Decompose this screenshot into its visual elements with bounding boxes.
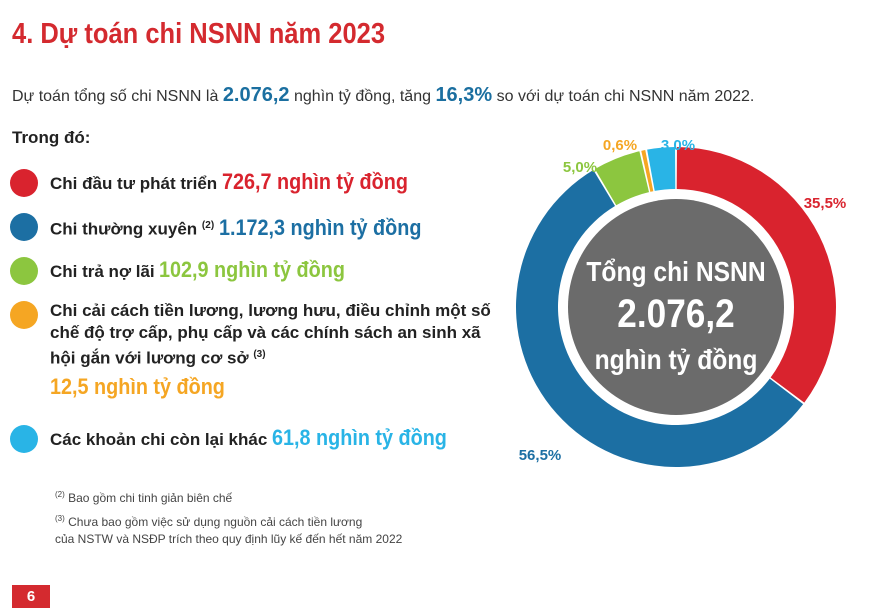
legend-item-interest: Chi trả nợ lãi 102,9 nghìn tỷ đồng	[10, 256, 366, 286]
legend-dot-orange	[10, 301, 38, 329]
footnote-3-cont: của NSTW và NSĐP trích theo quy định lũy…	[55, 532, 403, 546]
legend-amount: 12,5 nghìn tỷ đồng	[50, 373, 225, 399]
pct-label: 56,5%	[519, 447, 562, 464]
legend-label: Các khoản chi còn lại khác	[50, 430, 268, 449]
page-number: 6	[12, 585, 50, 608]
slice-regular	[516, 170, 804, 468]
center-total: 2.076,2	[617, 291, 734, 336]
intro-growth: 16,3%	[435, 84, 493, 106]
donut-chart: 35,5% 56,5% 5,0% 0,6% 3,0% Tổng chi NSNN 2.0…	[516, 137, 847, 468]
intro-mid: nghìn tỷ đồng, tăng	[289, 88, 436, 105]
slice-investment	[676, 147, 836, 403]
slice-other	[647, 147, 676, 191]
legend-dot-blue	[10, 213, 38, 241]
legend-item-salary-reform: Chi cải cách tiền lương, lương hưu, điều…	[10, 300, 500, 400]
footnote-ref: (3)	[253, 349, 266, 360]
legend-item-regular: Chi thường xuyên (2) 1.172,3 nghìn tỷ đồ…	[10, 212, 444, 244]
legend-label: Chi thường xuyên	[50, 219, 198, 239]
footnote-ref: (2)	[201, 220, 215, 231]
pct-label: 3,0%	[661, 137, 695, 154]
subheading: Trong đó:	[12, 128, 91, 147]
legend-label: Chi cải cách tiền lương, lương hưu, điều…	[50, 301, 491, 368]
center-unit: nghìn tỷ đồng	[595, 344, 758, 376]
intro-suffix: so với dự toán chi NSNN năm 2022.	[492, 88, 755, 105]
legend-item-investment: Chi đầu tư phát triển 726,7 nghìn tỷ đồn…	[10, 168, 429, 198]
footnote-2: (2) Bao gồm chi tinh giản biên chế	[55, 490, 233, 505]
legend-label: Chi trả nợ lãi	[50, 262, 155, 281]
intro-text: Dự toán tổng số chi NSNN là 2.076,2 nghì…	[12, 84, 754, 107]
pct-label: 5,0%	[563, 159, 597, 176]
legend-dot-green	[10, 257, 38, 285]
legend-amount: 102,9 nghìn tỷ đồng	[159, 257, 346, 282]
pct-label: 35,5%	[804, 195, 847, 212]
intro-prefix: Dự toán tổng số chi NSNN là	[12, 88, 223, 105]
legend-label: Chi đầu tư phát triển	[50, 174, 218, 193]
legend-amount: 1.172,3 nghìn tỷ đồng	[218, 214, 422, 240]
legend-amount: 61,8 nghìn tỷ đồng	[272, 425, 447, 450]
intro-total: 2.076,2	[222, 84, 290, 106]
legend-dot-red	[10, 169, 38, 197]
slice-salary-reform	[641, 149, 654, 192]
legend-dot-cyan	[10, 425, 38, 453]
legend-item-other: Các khoản chi còn lại khác 61,8 nghìn tỷ…	[10, 424, 466, 454]
center-title: Tổng chi NSNN	[586, 256, 765, 288]
center-circle	[568, 199, 784, 415]
pct-label: 0,6%	[603, 137, 637, 154]
legend-amount: 726,7 nghìn tỷ đồng	[221, 169, 408, 194]
slice-interest	[594, 151, 650, 206]
footnote-3: (3) Chưa bao gồm việc sử dụng nguồn cải …	[55, 514, 363, 529]
page-title: 4. Dự toán chi NSNN năm 2023	[12, 18, 386, 50]
